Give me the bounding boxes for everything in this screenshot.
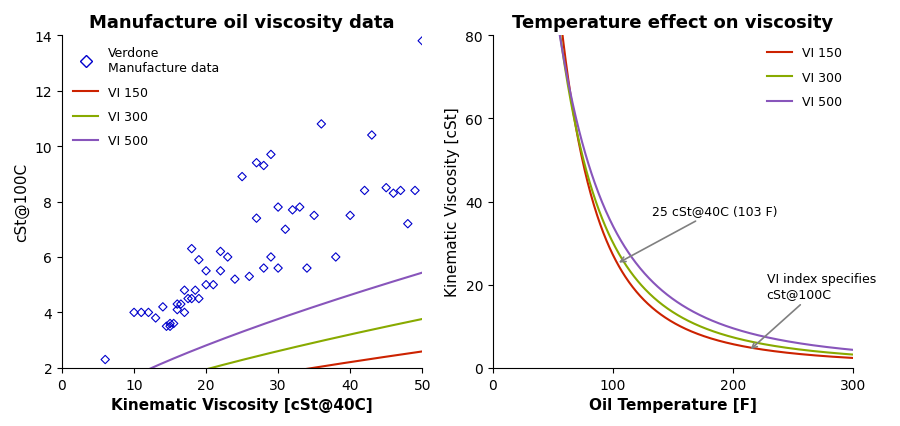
Point [134,309,148,316]
Point [213,268,228,275]
Text: VI index specifies
cSt@100C: VI index specifies cSt@100C [752,273,876,348]
Point [256,265,271,272]
Point [220,254,235,261]
Point [415,38,429,45]
Point [174,301,188,308]
Point [206,282,220,288]
Point [307,213,321,219]
Point [300,265,314,272]
Point [148,315,163,322]
Legend: VI 150, VI 300, VI 500: VI 150, VI 300, VI 500 [761,42,847,114]
Line: VI 150: VI 150 [541,0,853,358]
Point [159,323,174,330]
VI 300 [686,320,697,325]
Text: 25 cSt@40C (103 F): 25 cSt@40C (103 F) [620,204,778,262]
VI 300 [791,347,802,352]
Point [192,295,206,302]
Point [192,257,206,264]
Point [235,174,249,181]
Point [357,187,372,194]
Point [184,246,199,253]
Point [278,226,293,233]
Point [264,254,278,261]
Title: Temperature effect on viscosity: Temperature effect on viscosity [512,14,833,32]
VI 150 [848,356,859,361]
Point [199,268,213,275]
Point [264,152,278,158]
Point [228,276,242,283]
X-axis label: Kinematic Viscosity [cSt@40C]: Kinematic Viscosity [cSt@40C] [112,397,373,412]
Line: VI 300: VI 300 [541,0,853,355]
Point [400,221,415,227]
Point [177,309,192,316]
Point [98,356,112,363]
Point [271,204,285,211]
Point [166,320,181,327]
Point [181,295,195,302]
VI 500 [791,340,802,345]
VI 500 [684,307,695,312]
Point [199,282,213,288]
VI 300 [840,351,850,357]
Point [292,204,307,211]
Point [285,207,300,214]
VI 150 [705,336,716,341]
Point [393,187,408,194]
Point [271,265,285,272]
Legend: Verdone
Manufacture data, VI 150, VI 300, VI 500: Verdone Manufacture data, VI 150, VI 300… [68,42,224,153]
VI 500 [840,347,850,352]
Point [163,323,177,330]
VI 500 [686,308,697,313]
Point [256,163,271,170]
Point [188,287,202,294]
Point [343,213,357,219]
Point [249,160,264,167]
Title: Manufacture oil viscosity data: Manufacture oil viscosity data [89,14,395,32]
VI 150 [684,328,695,333]
Point [408,187,422,194]
Point [170,301,184,308]
Y-axis label: Kinematic Viscosity [cSt]: Kinematic Viscosity [cSt] [445,107,460,296]
VI 500 [705,317,716,322]
Point [364,132,379,139]
X-axis label: Oil Temperature [F]: Oil Temperature [F] [589,397,757,412]
Point [242,273,256,280]
Point [163,320,177,327]
Point [314,121,328,128]
Point [249,215,264,222]
VI 300 [848,352,859,357]
Point [170,306,184,313]
VI 300 [684,319,695,324]
Point [386,190,400,197]
VI 300 [721,333,732,338]
Point [177,287,192,294]
Point [184,295,199,302]
VI 150 [721,340,732,345]
VI 500 [721,324,732,329]
Point [379,185,393,192]
Point [328,254,343,261]
Y-axis label: cSt@100C: cSt@100C [14,163,29,242]
VI 150 [686,329,697,334]
VI 150 [840,355,850,360]
VI 150 [791,351,802,357]
Line: VI 500: VI 500 [541,0,853,350]
Point [213,248,228,255]
Point [156,304,170,311]
Point [141,309,156,316]
Point [127,309,141,316]
VI 300 [705,328,716,333]
VI 500 [848,348,859,353]
